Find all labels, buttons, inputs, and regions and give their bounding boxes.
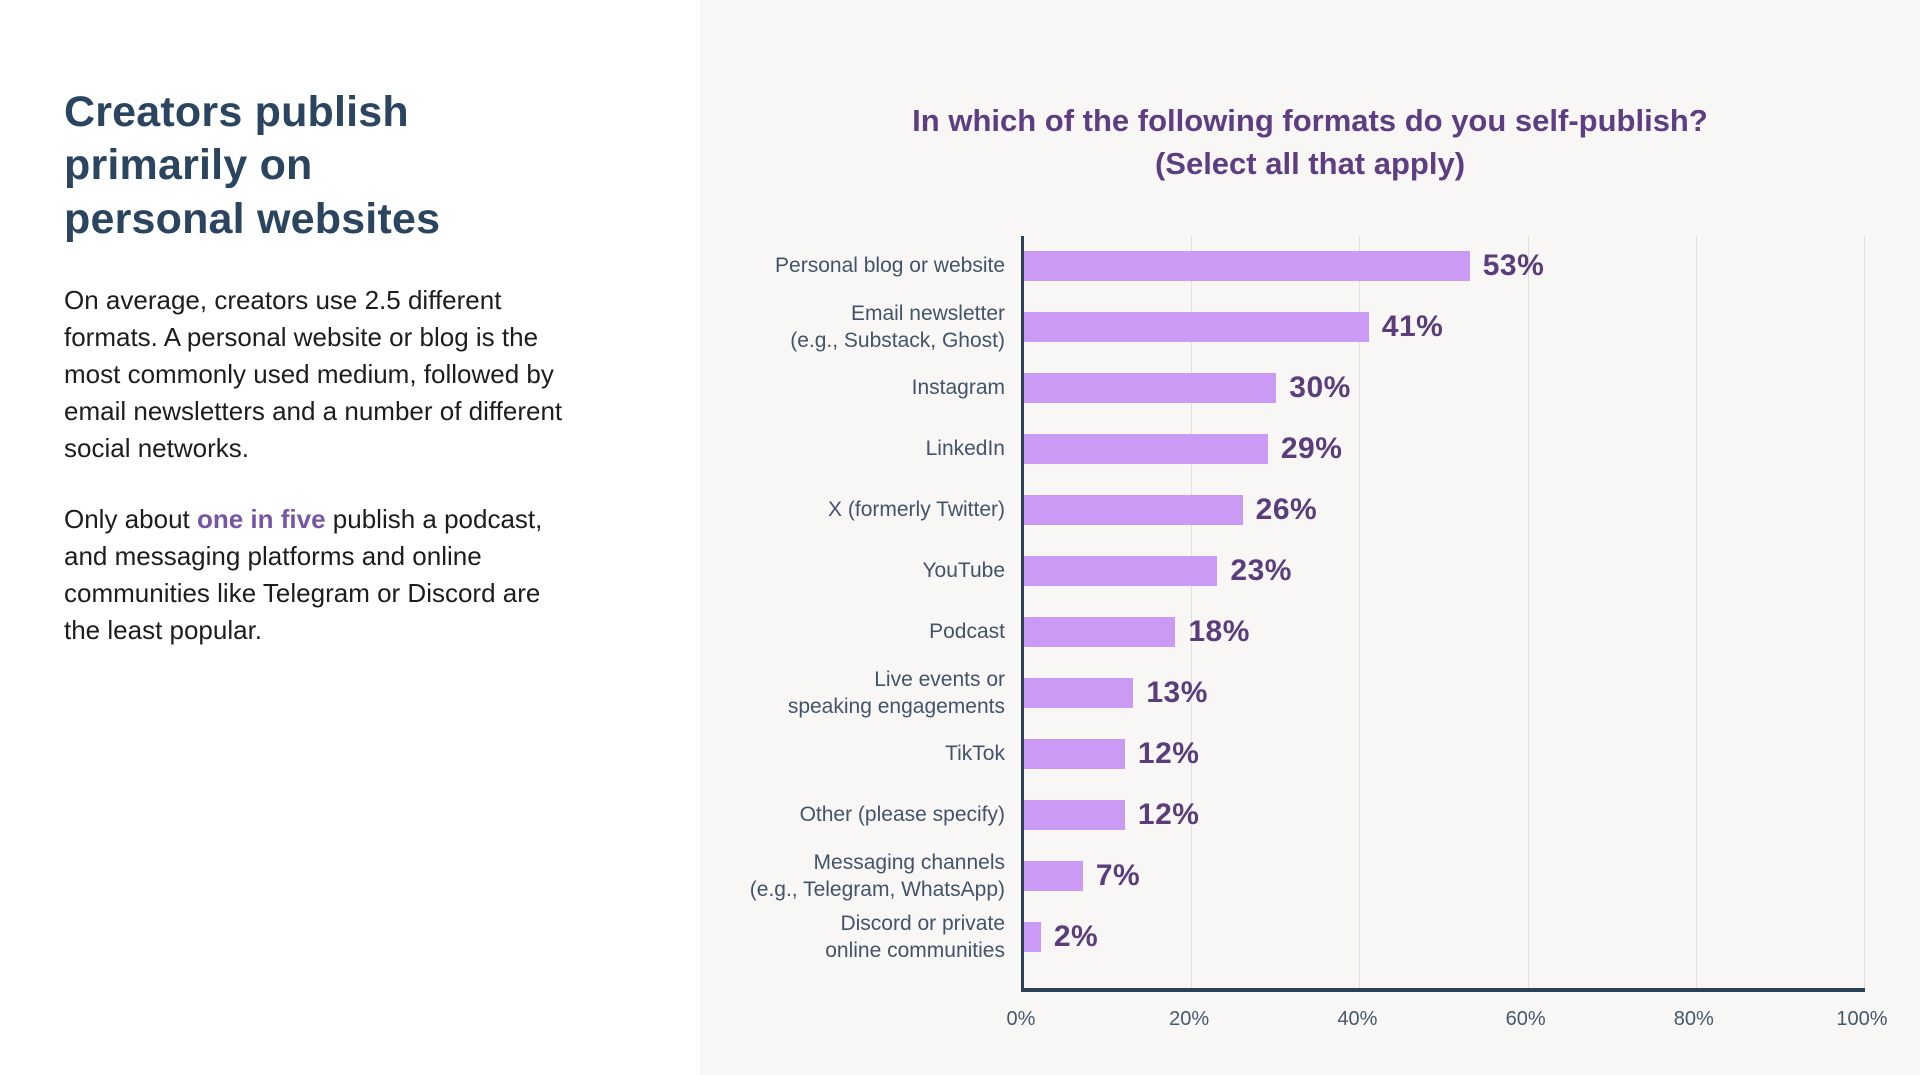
paragraph-formats: On average, creators use 2.5 different f… xyxy=(64,284,563,463)
category-label: LinkedIn xyxy=(925,437,1005,461)
bar-value-label: 26% xyxy=(1255,493,1318,527)
x-axis: 0% 20% 40% 60% 80% 100% xyxy=(1007,992,1888,1042)
x-axis-tick-label: 20% xyxy=(1169,1007,1210,1030)
x-axis-tick-label: 0% xyxy=(1006,1007,1036,1030)
category-label: Instagram xyxy=(911,376,1005,400)
paragraph-podcast-suffix: publish a podcast, and messaging platfor… xyxy=(64,503,543,645)
bar-row: 23% xyxy=(1024,541,1865,602)
category-label: Podcast xyxy=(929,620,1005,644)
category-label: TikTok xyxy=(945,742,1005,766)
category-label: Messaging channels (e.g., Telegram, What… xyxy=(749,850,1005,902)
x-axis-tick-label: 40% xyxy=(1337,1007,1378,1030)
bar-value-label: 41% xyxy=(1381,310,1444,344)
gridline xyxy=(1527,235,1529,988)
paragraph-podcast: Only about one in five publish a podcast… xyxy=(64,501,630,649)
bar-value-label: 7% xyxy=(1095,859,1141,893)
bar-row: 30% xyxy=(1024,358,1865,419)
bar xyxy=(1024,495,1243,526)
category-labels-column: Personal blog or website Email newsletter… xyxy=(700,236,1021,992)
x-axis-tick-label: 100% xyxy=(1836,1007,1888,1030)
gridline xyxy=(1864,235,1865,988)
bar-value-label: 53% xyxy=(1482,249,1545,283)
bar-row: 7% xyxy=(1024,846,1865,907)
category-label: Other (please specify) xyxy=(799,803,1005,827)
category-label: Live events or speaking engagements xyxy=(787,667,1005,719)
category-label: Discord or private online communities xyxy=(825,911,1005,963)
paragraph-podcast-prefix: Only about xyxy=(64,503,197,534)
plot-area: 53% 41% 30% 29% 26% 23% 18% 13% 12% 12% 7% 2% xyxy=(1021,235,1865,992)
bar-value-label: 30% xyxy=(1289,371,1351,405)
bar xyxy=(1024,251,1470,282)
chart-title: In which of the following formats do you… xyxy=(912,103,1708,181)
gridline xyxy=(1191,235,1193,988)
bar xyxy=(1024,861,1083,892)
gridline xyxy=(1695,235,1697,988)
bar xyxy=(1024,922,1041,953)
bar xyxy=(1024,373,1277,404)
bar xyxy=(1024,739,1125,770)
bar-value-label: 12% xyxy=(1137,737,1200,771)
bar-value-label: 29% xyxy=(1280,432,1343,466)
text-panel: Creators publish primarily on personal w… xyxy=(0,0,700,1075)
category-label: Personal blog or website xyxy=(775,254,1005,278)
bar-row: 12% xyxy=(1024,724,1865,785)
bar-chart: Personal blog or website Email newsletter… xyxy=(700,235,1865,992)
bar-row: 26% xyxy=(1024,480,1865,541)
bar-row: 18% xyxy=(1024,602,1865,663)
bar-row: 2% xyxy=(1024,907,1865,968)
page-title: Creators publish primarily on personal w… xyxy=(64,88,441,243)
category-label: Email newsletter (e.g., Substack, Ghost) xyxy=(790,301,1005,353)
bar-row: 13% xyxy=(1024,663,1865,724)
bar-value-label: 18% xyxy=(1188,615,1250,649)
chart-panel: In which of the following formats do you… xyxy=(700,0,1920,1075)
x-axis-tick-label: 60% xyxy=(1505,1007,1546,1030)
bar-row: 12% xyxy=(1024,785,1865,846)
bar-value-label: 2% xyxy=(1053,920,1099,954)
bar xyxy=(1024,800,1125,831)
x-axis-tick-label: 80% xyxy=(1673,1007,1714,1030)
bar xyxy=(1024,312,1369,343)
bar-value-label: 13% xyxy=(1146,676,1208,710)
bar-row: 53% xyxy=(1024,236,1865,297)
bar-row: 41% xyxy=(1024,297,1865,358)
bar xyxy=(1024,678,1134,709)
bar xyxy=(1024,617,1176,648)
highlight-one-in-five: one in five xyxy=(196,503,326,534)
category-label: X (formerly Twitter) xyxy=(828,498,1005,522)
gridline xyxy=(1359,235,1361,988)
bar-value-label: 23% xyxy=(1230,554,1292,588)
bar xyxy=(1024,556,1218,587)
bar-row: 29% xyxy=(1024,419,1865,480)
category-label: YouTube xyxy=(922,559,1005,583)
bar xyxy=(1024,434,1268,465)
bar-value-label: 12% xyxy=(1137,798,1200,832)
